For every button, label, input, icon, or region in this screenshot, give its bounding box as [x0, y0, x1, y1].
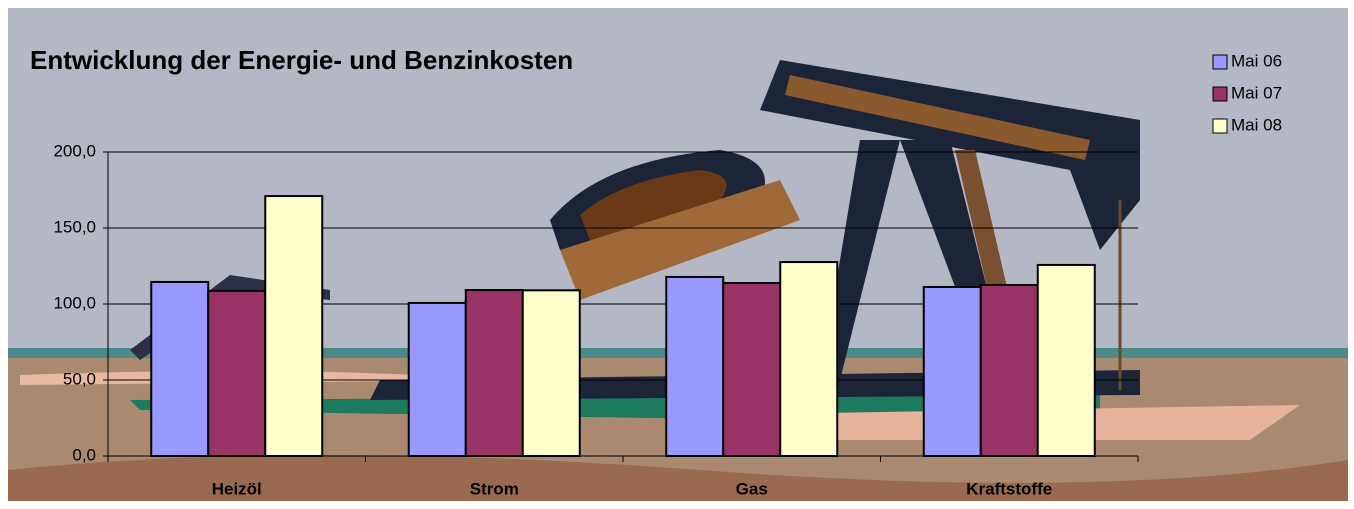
bar [151, 282, 208, 456]
legend-swatch [1213, 55, 1227, 69]
bar [208, 291, 265, 456]
bar [924, 287, 981, 456]
legend-label: Mai 06 [1231, 51, 1282, 70]
bar [666, 277, 723, 456]
legend-swatch [1213, 87, 1227, 101]
bar [981, 285, 1038, 456]
bar [466, 290, 523, 456]
chart-title: Entwicklung der Energie- und Benzinkoste… [30, 45, 573, 75]
bar [780, 262, 837, 456]
bar [265, 196, 322, 456]
x-tick-label: Strom [470, 479, 519, 498]
legend-swatch [1213, 119, 1227, 133]
y-tick-label: 150,0 [53, 217, 96, 236]
y-tick-label: 0,0 [72, 445, 96, 464]
x-tick-label: Heizöl [212, 479, 262, 498]
bar [723, 283, 780, 456]
x-tick-label: Gas [736, 479, 768, 498]
y-tick-label: 50,0 [63, 369, 96, 388]
bar [523, 290, 580, 456]
chart: Entwicklung der Energie- und Benzinkoste… [0, 0, 1354, 509]
y-tick-label: 100,0 [53, 293, 96, 312]
bar [1038, 265, 1095, 456]
x-tick-label: Kraftstoffe [966, 479, 1052, 498]
bar [409, 303, 466, 456]
legend-label: Mai 08 [1231, 115, 1282, 134]
y-tick-label: 200,0 [53, 141, 96, 160]
legend-label: Mai 07 [1231, 83, 1282, 102]
